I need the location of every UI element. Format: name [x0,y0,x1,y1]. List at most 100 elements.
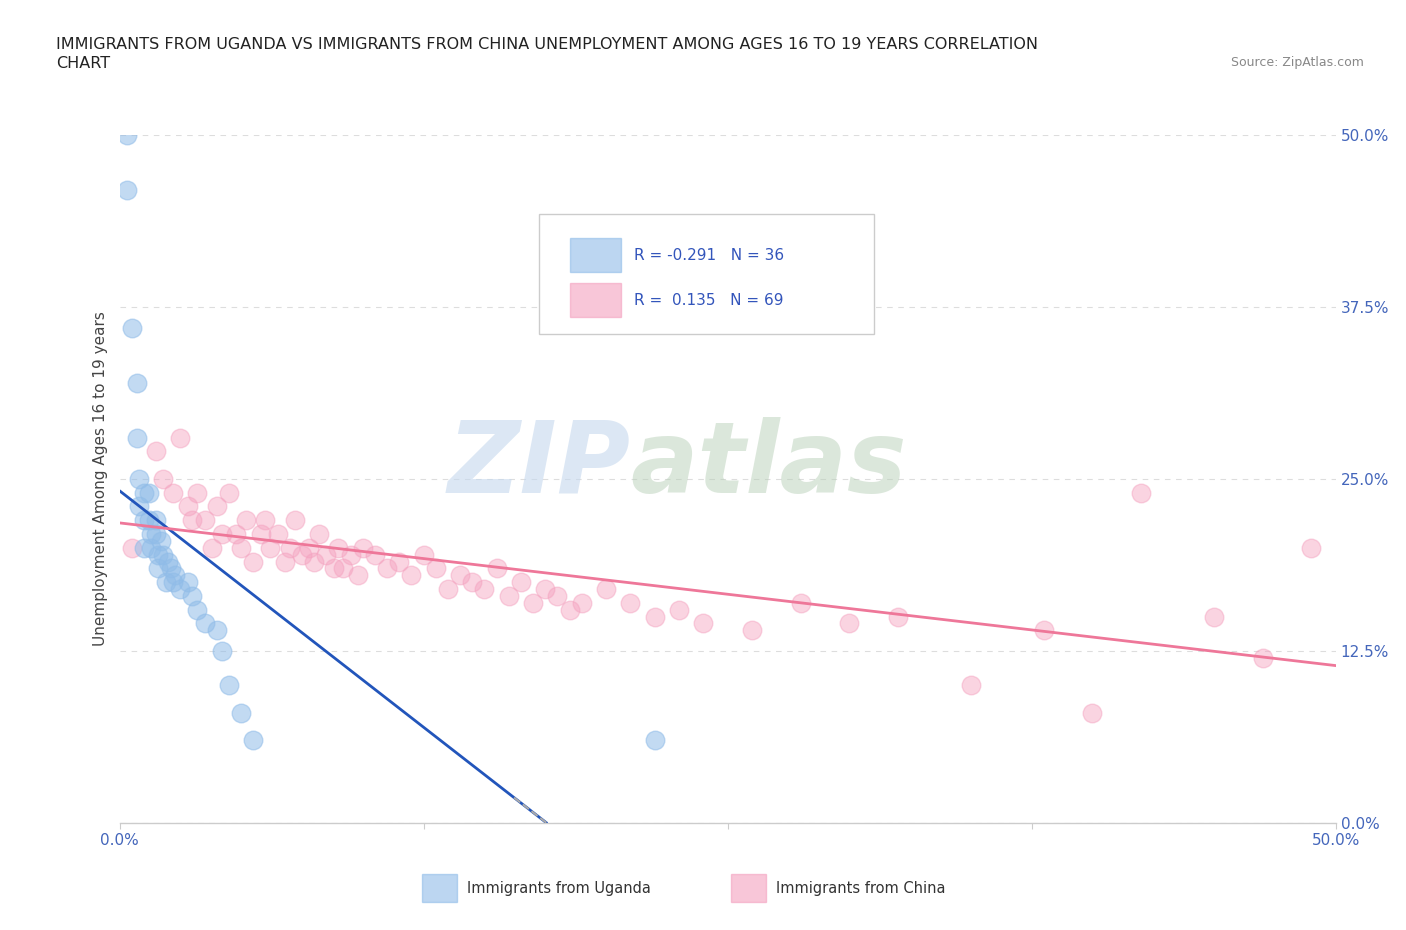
Point [152,547,174,562]
Point [225,526,247,541]
Point [165,568,187,583]
Point [315,547,337,562]
Point [148,547,170,562]
Point [298,540,321,555]
Point [121,320,143,335]
Point [332,561,354,576]
Point [887,609,910,624]
Point [205,623,228,638]
FancyBboxPatch shape [538,214,873,335]
FancyBboxPatch shape [569,283,620,317]
Point [472,581,496,596]
Text: Source: ZipAtlas.com: Source: ZipAtlas.com [1230,56,1364,69]
Point [125,431,148,445]
Point [558,603,581,618]
Point [347,568,370,583]
Point [274,554,297,569]
Point [401,568,423,583]
Text: Immigrants from Uganda: Immigrants from Uganda [467,881,651,896]
Point [1204,609,1226,624]
Point [115,127,138,142]
Point [162,575,184,590]
Point [121,540,143,555]
Point [412,547,434,562]
Point [352,540,374,555]
Point [284,512,307,527]
Point [595,581,617,596]
Y-axis label: Unemployment Among Ages 16 to 19 years: Unemployment Among Ages 16 to 19 years [93,312,108,646]
Point [231,540,253,555]
Point [838,616,860,631]
Point [186,485,208,500]
Point [128,472,150,486]
Point [157,554,180,569]
Point [139,540,162,555]
Point [145,526,167,541]
Point [242,733,264,748]
Point [235,512,257,527]
Point [425,561,447,576]
FancyBboxPatch shape [569,238,620,272]
Text: CHART: CHART [56,56,110,71]
Point [159,561,181,576]
Point [571,595,593,610]
Point [1301,540,1323,555]
Point [364,547,387,562]
Point [132,512,155,527]
Point [308,526,330,541]
Point [115,182,138,197]
Point [231,706,253,721]
Point [152,472,174,486]
Point [644,733,666,748]
Point [138,485,160,500]
Point [138,512,160,527]
Point [155,575,177,590]
Point [169,581,191,596]
Point [194,616,217,631]
Point [449,568,471,583]
Point [322,561,344,576]
Point [132,540,155,555]
Point [181,512,204,527]
Point [498,589,520,604]
Point [242,554,264,569]
Text: ZIP: ZIP [447,417,630,513]
Point [176,499,198,514]
Text: atlas: atlas [630,417,907,513]
Point [132,485,155,500]
Point [388,554,411,569]
Point [789,595,811,610]
Text: Immigrants from China: Immigrants from China [776,881,946,896]
Point [522,595,544,610]
Point [1081,706,1104,721]
Point [461,575,484,590]
Text: R = -0.291   N = 36: R = -0.291 N = 36 [634,247,785,263]
Point [169,431,191,445]
Point [302,554,325,569]
Point [959,678,981,693]
Point [509,575,531,590]
Point [194,512,217,527]
Point [148,561,170,576]
Point [619,595,641,610]
Point [278,540,301,555]
Point [218,678,240,693]
Point [125,375,148,390]
Point [186,603,208,618]
Point [546,589,568,604]
Point [249,526,271,541]
Point [668,603,690,618]
Text: IMMIGRANTS FROM UGANDA VS IMMIGRANTS FROM CHINA UNEMPLOYMENT AMONG AGES 16 TO 19: IMMIGRANTS FROM UGANDA VS IMMIGRANTS FRO… [56,37,1038,52]
Point [375,561,398,576]
Point [205,499,228,514]
Point [139,526,162,541]
Point [437,581,460,596]
Point [692,616,714,631]
Point [145,512,167,527]
Text: R =  0.135   N = 69: R = 0.135 N = 69 [634,293,783,308]
Point [145,444,167,458]
Point [1032,623,1054,638]
Point [485,561,508,576]
Point [259,540,281,555]
Point [534,581,557,596]
